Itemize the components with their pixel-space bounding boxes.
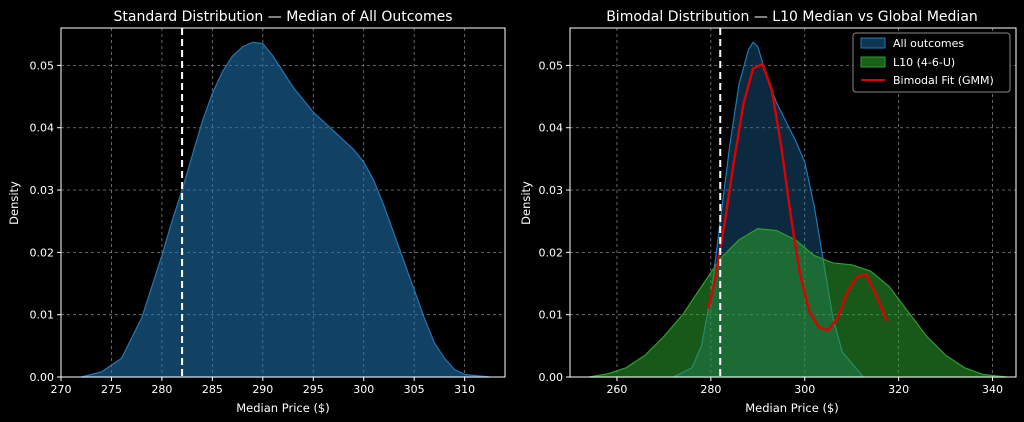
legend-label-l10: L10 (4-6-U) — [893, 56, 955, 69]
x-tick-label: 285 — [202, 383, 223, 396]
y-axis-label: Density — [519, 181, 533, 225]
x-tick-label: 280 — [700, 383, 721, 396]
legend-label-all-outcomes: All outcomes — [893, 37, 964, 50]
legend-swatch-all-outcomes — [860, 37, 886, 49]
y-axis-label: Density — [7, 181, 21, 225]
x-tick-label: 340 — [982, 383, 1003, 396]
x-tick-label: 260 — [606, 383, 627, 396]
y-tick-label: 0.02 — [539, 246, 564, 259]
x-tick-label: 295 — [303, 383, 324, 396]
x-tick-label: 280 — [151, 383, 172, 396]
legend-swatch-l10 — [860, 56, 886, 68]
y-tick-label: 0.05 — [539, 59, 564, 72]
x-tick-label: 310 — [454, 383, 475, 396]
axes-frame — [569, 27, 1017, 378]
y-tick-label: 0.01 — [539, 309, 564, 322]
plot-area: 270 275 280 285 290 295 300 305 310 0.00 0.01 0.02 0… — [30, 27, 506, 396]
chart-bimodal-distribution: Bimodal Distribution — L10 Median vs Glo… — [519, 9, 1017, 415]
x-tick-label: 320 — [888, 383, 909, 396]
axes-frame — [60, 27, 506, 378]
x-tick-label: 275 — [101, 383, 122, 396]
legend: All outcomes L10 (4-6-U) Bimodal Fit (GM… — [852, 32, 1011, 93]
legend-label-bimodal-fit: Bimodal Fit (GMM) — [893, 74, 994, 87]
y-tick-label: 0.03 — [30, 184, 55, 197]
x-axis-label: Median Price ($) — [745, 401, 838, 415]
gmm-fit-line — [707, 62, 888, 332]
x-axis-label: Median Price ($) — [236, 401, 329, 415]
chart-title: Bimodal Distribution — L10 Median vs Glo… — [606, 9, 978, 25]
x-tick-label: 300 — [794, 383, 815, 396]
x-tick-label: 270 — [51, 383, 72, 396]
x-tick-label: 290 — [252, 383, 273, 396]
x-tick-label: 305 — [404, 383, 425, 396]
y-tick-label: 0.00 — [539, 371, 564, 384]
y-tick-label: 0.03 — [539, 184, 564, 197]
chart-standard-distribution: Standard Distribution — Median of All Ou… — [7, 9, 506, 415]
y-tick-label: 0.01 — [30, 309, 55, 322]
y-tick-label: 0.02 — [30, 246, 55, 259]
y-tick-label: 0.05 — [30, 59, 55, 72]
x-tick-label: 300 — [353, 383, 374, 396]
density-area-all-outcomes — [81, 41, 490, 378]
y-tick-label: 0.00 — [30, 371, 55, 384]
legend-box — [852, 32, 1011, 93]
chart-title: Standard Distribution — Median of All Ou… — [113, 9, 452, 25]
y-tick-label: 0.04 — [539, 122, 564, 135]
y-tick-label: 0.04 — [30, 122, 55, 135]
plot-area: 260 280 300 320 340 0.00 0.01 0.02 0.03 0.04 0.05 — [539, 27, 1017, 396]
